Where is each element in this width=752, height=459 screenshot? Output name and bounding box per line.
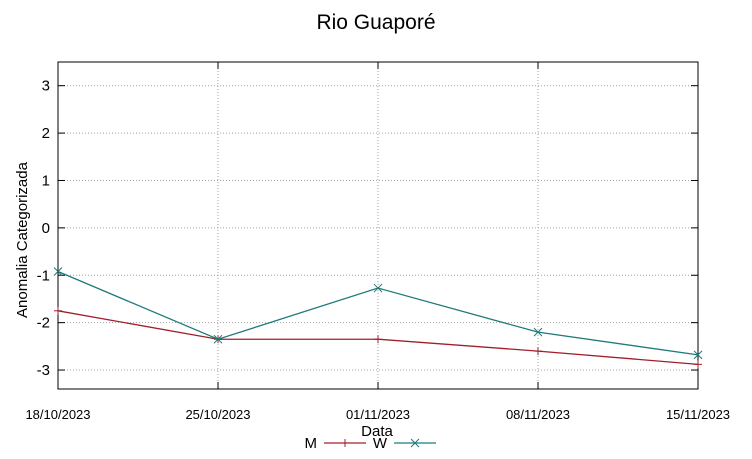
y-tick-label: 1	[42, 172, 50, 189]
y-tick-label: -1	[37, 267, 50, 284]
legend-label: M	[305, 435, 318, 452]
y-tick-label: 3	[42, 78, 50, 95]
series-W	[53, 267, 703, 360]
marker-stroke	[410, 438, 420, 448]
marker-stroke	[373, 283, 383, 293]
y-tick-label: 2	[42, 125, 50, 142]
marker-stroke	[53, 267, 63, 276]
y-tick-label: -3	[37, 362, 50, 379]
x-axis-label: Data	[361, 423, 393, 440]
chart-title: Rio Guaporé	[316, 11, 435, 34]
y-tick-label: -2	[37, 315, 50, 332]
x-tick-label: 18/10/2023	[25, 407, 90, 422]
series-M	[54, 306, 702, 369]
x-tick-label: 25/10/2023	[185, 407, 250, 422]
plus-marker	[534, 347, 542, 356]
legend-label: W	[373, 435, 388, 452]
y-axis-label: Anomalia Categorizada	[14, 161, 31, 318]
y-axis: 3 2 1 0 -1 -2 -3	[37, 78, 698, 379]
series-layer	[53, 267, 703, 369]
cross-marker	[533, 327, 543, 337]
cross-marker	[373, 283, 383, 293]
legend-item-M: M	[305, 435, 366, 452]
plus-marker	[341, 439, 349, 447]
plus-marker	[694, 360, 702, 369]
cross-marker	[213, 334, 223, 344]
plus-marker	[54, 306, 62, 315]
x-tick-label: 15/11/2023	[666, 407, 730, 422]
cross-marker	[693, 350, 703, 360]
marker-stroke	[693, 350, 703, 360]
cross-marker	[410, 438, 420, 448]
legend-item-W: W	[373, 435, 436, 452]
x-tick-label: 01/11/2023	[346, 407, 410, 422]
plus-marker	[374, 335, 382, 344]
x-tick-label: 08/11/2023	[506, 407, 570, 422]
marker-stroke	[533, 327, 543, 337]
y-tick-label: 0	[42, 220, 50, 237]
marker-stroke	[213, 334, 223, 344]
x-axis: 18/10/2023 25/10/2023 01/11/2023 08/11/2023…	[25, 62, 730, 422]
cross-marker	[53, 267, 63, 276]
